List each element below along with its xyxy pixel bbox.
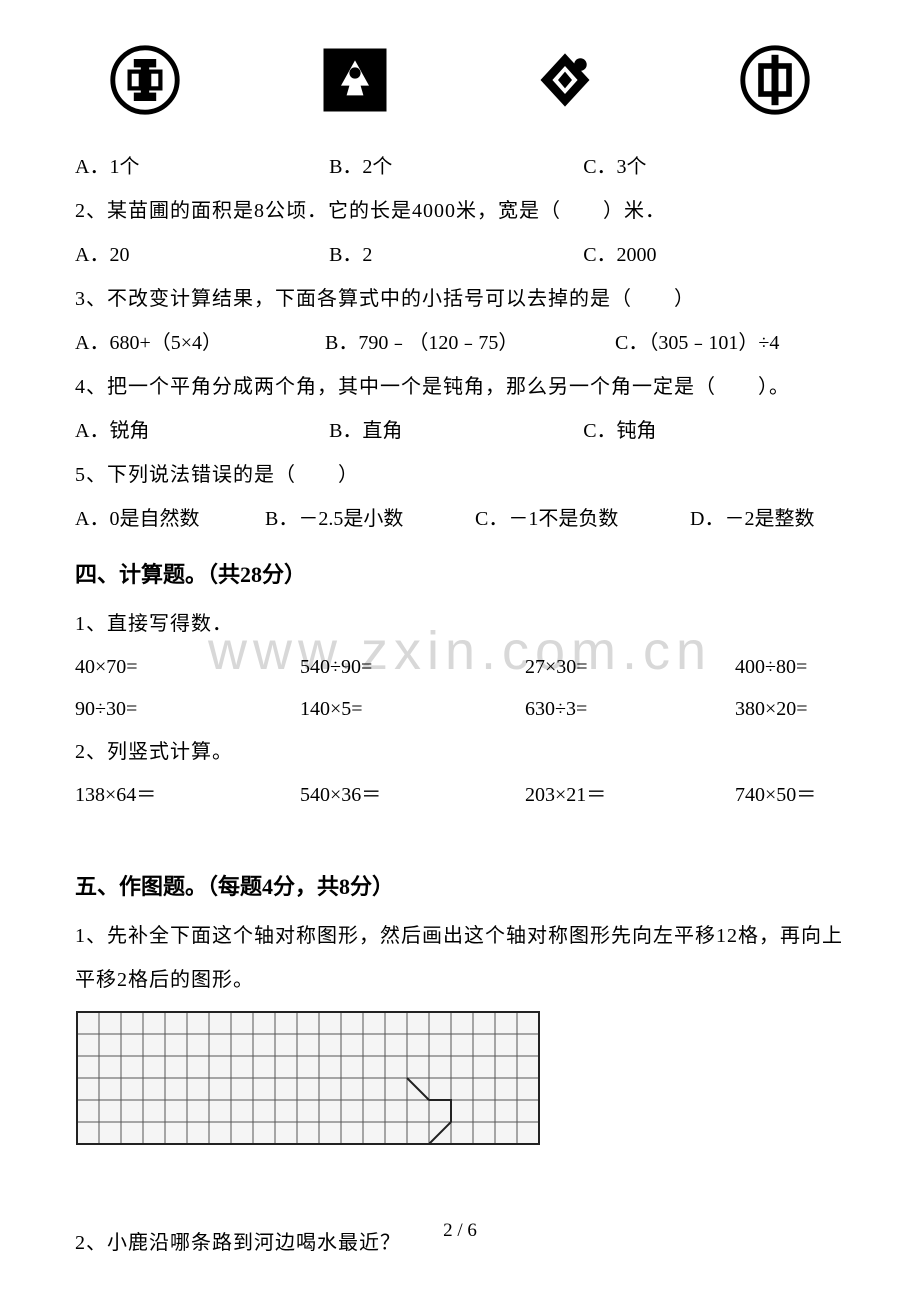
q2-opt-b: B．2 xyxy=(329,233,583,277)
q4-opt-c: C．钝角 xyxy=(583,409,837,453)
calc-cell: 630÷3= xyxy=(525,688,735,730)
calc-cell: 27×30= xyxy=(525,646,735,688)
q5-opt-b: B．－2.5是小数 xyxy=(265,497,475,541)
q2-opt-a: A．20 xyxy=(75,233,329,277)
calc-cell: 540×36＝ xyxy=(300,774,525,816)
s5-q1: 1、先补全下面这个轴对称图形，然后画出这个轴对称图形先向左平移12格，再向上平移… xyxy=(75,914,845,1002)
q5-opt-c: C．－1不是负数 xyxy=(475,497,690,541)
q4-options: A．锐角 B．直角 C．钝角 xyxy=(75,409,845,453)
q4-opt-a: A．锐角 xyxy=(75,409,329,453)
q2-opt-c: C．2000 xyxy=(583,233,837,277)
q3-opt-a: A．680+（5×4） xyxy=(75,321,325,365)
s4-sub2: 2、列竖式计算。 xyxy=(75,730,845,774)
q1-opt-b: B．2个 xyxy=(329,145,583,189)
logo-ccb-icon xyxy=(530,45,600,115)
q5-opt-d: D．－2是整数 xyxy=(690,497,845,541)
s4-sub1: 1、直接写得数． xyxy=(75,602,845,646)
section5: 五、作图题。（每题4分，共8分） 1、先补全下面这个轴对称图形，然后画出这个轴对… xyxy=(75,861,845,1265)
grid-figure xyxy=(75,1010,845,1151)
q3-opt-c: C．（305﹣101）÷4 xyxy=(615,321,845,365)
q2-options: A．20 B．2 C．2000 xyxy=(75,233,845,277)
grid-svg-icon xyxy=(75,1010,541,1146)
q3-opt-b: B．790﹣（120﹣75） xyxy=(325,321,615,365)
logo-row xyxy=(75,0,845,145)
calc-cell: 540÷90= xyxy=(300,646,525,688)
calc-cell: 138×64＝ xyxy=(75,774,300,816)
s4-row1: 40×70= 540÷90= 27×30= 400÷80= xyxy=(75,646,845,688)
logo-abc-icon xyxy=(320,45,390,115)
calc-cell: 90÷30= xyxy=(75,688,300,730)
calc-cell: 400÷80= xyxy=(735,646,845,688)
s4-row3: 138×64＝ 540×36＝ 203×21＝ 740×50＝ xyxy=(75,774,845,816)
logo-icbc-icon xyxy=(110,45,180,115)
page-content: A．1个 B．2个 C．3个 2、某苗圃的面积是8公顷．它的长是4000米，宽是… xyxy=(75,0,845,1265)
section4-heading: 四、计算题。（共28分） xyxy=(75,549,845,602)
q4-opt-b: B．直角 xyxy=(329,409,583,453)
s4-row2: 90÷30= 140×5= 630÷3= 380×20= xyxy=(75,688,845,730)
q5-options: A．0是自然数 B．－2.5是小数 C．－1不是负数 D．－2是整数 xyxy=(75,497,845,541)
logo-boc-icon xyxy=(740,45,810,115)
section5-heading: 五、作图题。（每题4分，共8分） xyxy=(75,861,845,914)
q3-options: A．680+（5×4） B．790﹣（120﹣75） C．（305﹣101）÷4 xyxy=(75,321,845,365)
calc-cell: 40×70= xyxy=(75,646,300,688)
q1-options: A．1个 B．2个 C．3个 xyxy=(75,145,845,189)
q5-opt-a: A．0是自然数 xyxy=(75,497,265,541)
calc-cell: 140×5= xyxy=(300,688,525,730)
q5-text: 5、下列说法错误的是（ ） xyxy=(75,453,845,497)
s5-q2: 2、小鹿沿哪条路到河边喝水最近？ xyxy=(75,1221,845,1265)
q4-text: 4、把一个平角分成两个角，其中一个是钝角，那么另一个角一定是（ ）。 xyxy=(75,365,845,409)
q3-text: 3、不改变计算结果，下面各算式中的小括号可以去掉的是（ ） xyxy=(75,277,845,321)
q1-opt-a: A．1个 xyxy=(75,145,329,189)
calc-cell: 740×50＝ xyxy=(735,774,845,816)
calc-cell: 380×20= xyxy=(735,688,845,730)
q1-opt-c: C．3个 xyxy=(583,145,837,189)
calc-cell: 203×21＝ xyxy=(525,774,735,816)
q2-text: 2、某苗圃的面积是8公顷．它的长是4000米，宽是（ ）米． xyxy=(75,189,845,233)
